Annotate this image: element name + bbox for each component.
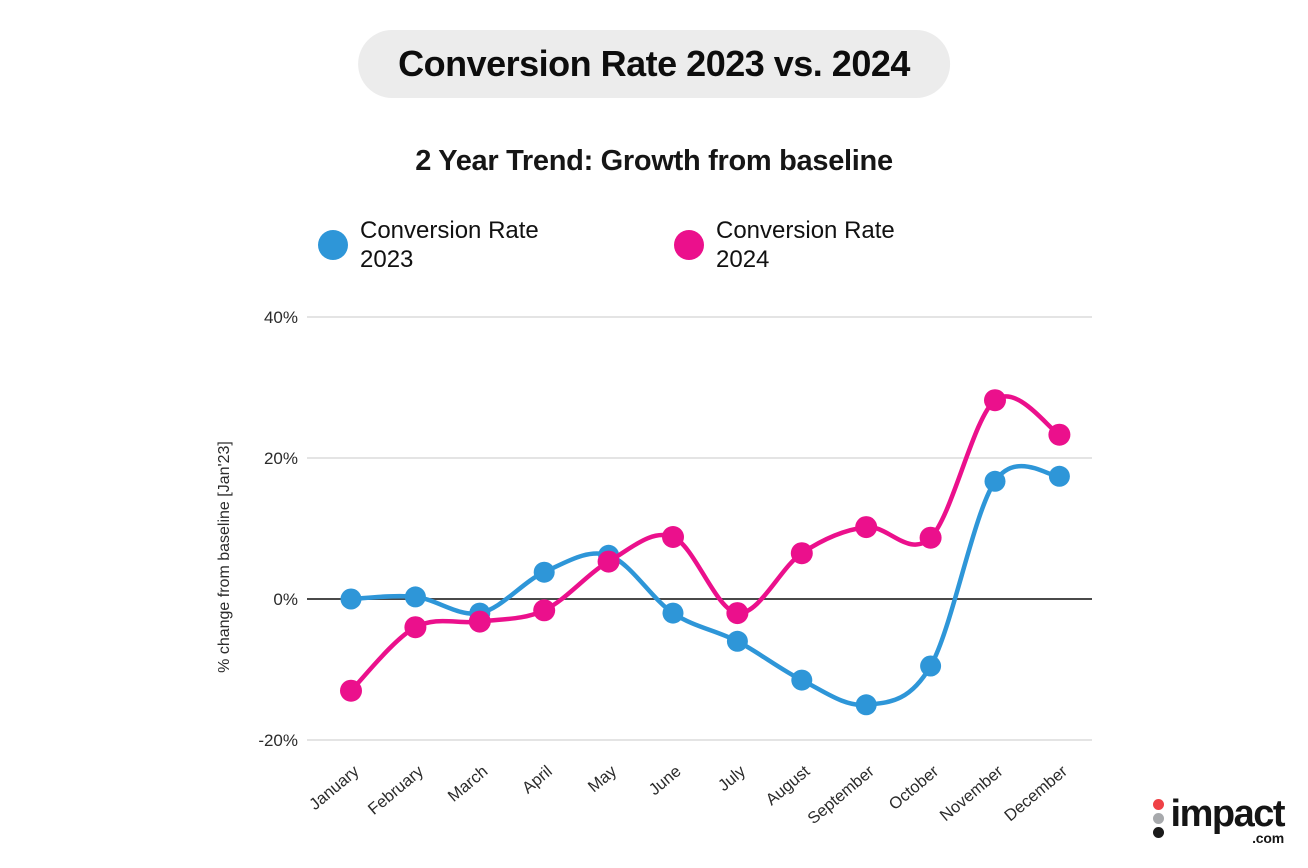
impact-logo-suffix: .com: [1252, 830, 1284, 846]
legend-swatch-2024-icon: [674, 230, 704, 261]
legend-item-2023: Conversion Rate 2023: [318, 216, 542, 275]
data-point-2023: [726, 630, 748, 652]
x-tick-label: October: [886, 762, 943, 814]
x-tick-label: May: [585, 762, 621, 796]
x-tick-label: September: [804, 762, 878, 828]
data-point-2024: [726, 602, 749, 625]
data-point-2023: [340, 588, 362, 610]
impact-logo-textwrap: impact .com: [1170, 792, 1286, 846]
x-tick-label: December: [1001, 762, 1071, 825]
chart-title: Conversion Rate 2023 vs. 2024: [398, 43, 910, 84]
y-tick-label: -20%: [258, 731, 298, 750]
y-tick-label: 20%: [264, 449, 298, 468]
legend-label-2023: Conversion Rate 2023: [360, 217, 539, 274]
series-line-2023: [348, 463, 1062, 708]
data-point-2024: [1048, 423, 1071, 446]
data-point-2024: [662, 526, 684, 548]
logo-dot-gray: [1152, 813, 1164, 825]
x-tick-label: August: [762, 762, 813, 809]
data-point-2024: [597, 550, 620, 573]
legend: Conversion Rate 2023 Conversion Rate 202…: [318, 216, 898, 275]
data-point-2023: [855, 694, 877, 716]
x-tick-label: November: [937, 762, 1007, 825]
x-tick-label: January: [306, 762, 363, 814]
data-point-2024: [855, 516, 878, 539]
legend-label-2024: Conversion Rate 2024: [716, 217, 895, 274]
logo-dot-black: [1152, 827, 1164, 839]
x-tick-label: June: [646, 762, 685, 799]
chart-title-pill: Conversion Rate 2023 vs. 2024: [358, 30, 950, 98]
x-tick-label: February: [365, 762, 428, 819]
y-tick-label: 0%: [273, 590, 298, 609]
x-tick-label: July: [715, 762, 750, 795]
impact-logo: impact .com: [1152, 792, 1286, 846]
series-line-2024: [348, 394, 1062, 693]
data-point-2023: [533, 561, 555, 583]
data-point-2024: [984, 389, 1006, 412]
data-point-2023: [404, 586, 426, 608]
y-tick-label: 40%: [264, 308, 298, 327]
data-point-2024: [533, 599, 556, 622]
data-point-2024: [790, 542, 813, 565]
data-point-2023: [984, 470, 1006, 492]
data-point-2024: [340, 679, 362, 702]
x-tick-label: March: [445, 762, 492, 805]
legend-item-2024: Conversion Rate 2024: [674, 216, 898, 275]
data-point-2023: [1048, 465, 1070, 487]
impact-logo-dots-icon: [1152, 799, 1164, 844]
logo-dot-red: [1152, 799, 1164, 811]
data-point-2024: [919, 526, 942, 549]
data-point-2024: [468, 610, 491, 633]
chart-subtitle: 2 Year Trend: Growth from baseline: [415, 145, 893, 177]
y-axis-title: % change from baseline [Jan'23]: [216, 441, 233, 673]
data-point-2023: [791, 669, 813, 691]
data-point-2024: [404, 616, 427, 639]
data-point-2023: [920, 655, 942, 677]
data-point-2023: [662, 602, 684, 624]
x-tick-label: April: [519, 762, 556, 797]
legend-swatch-2023-icon: [318, 230, 348, 261]
impact-logo-text: impact: [1170, 792, 1286, 835]
